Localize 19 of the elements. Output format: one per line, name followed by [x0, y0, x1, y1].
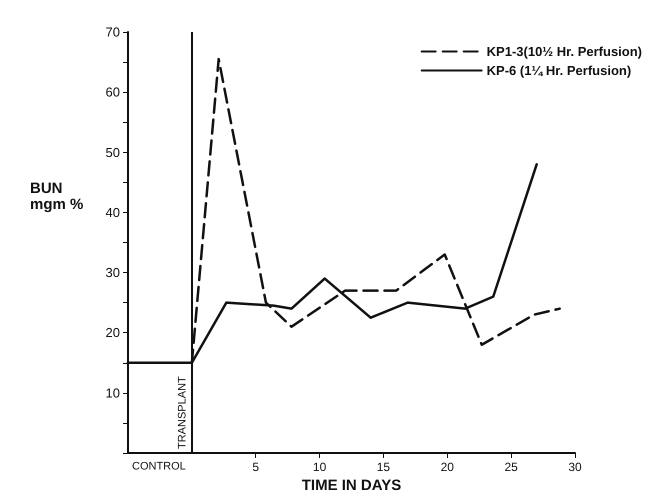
x-tick-label: 20 — [440, 460, 454, 474]
y-tick-label: 40 — [106, 204, 120, 220]
x-axis-title: TIME IN DAYS — [302, 476, 402, 494]
ref-line-label: TRANSPLANT — [176, 376, 188, 449]
y-tick-label: 60 — [106, 84, 120, 100]
y-tick-label: 70 — [106, 24, 120, 40]
x-tick-label: 25 — [504, 460, 518, 474]
y-tick-label: 30 — [106, 265, 120, 280]
y-tick-label: 50 — [106, 144, 120, 160]
text: CONTROL — [132, 460, 186, 472]
legend-label: KP-6 (1¼ Hr. Perfusion) — [486, 63, 632, 78]
x-tick-label: 15 — [376, 460, 390, 474]
x-tick-label: 5 — [252, 460, 260, 474]
y-axis-title: BUN mgm % — [30, 180, 84, 213]
legend-label: KP1-3(10½ Hr. Perfusion) — [486, 44, 642, 59]
y-tick-label: 20 — [106, 325, 120, 340]
x-tick-label: 30 — [568, 460, 582, 474]
y-tick-label: 10 — [106, 385, 120, 400]
x-tick-label: 10 — [312, 460, 327, 474]
